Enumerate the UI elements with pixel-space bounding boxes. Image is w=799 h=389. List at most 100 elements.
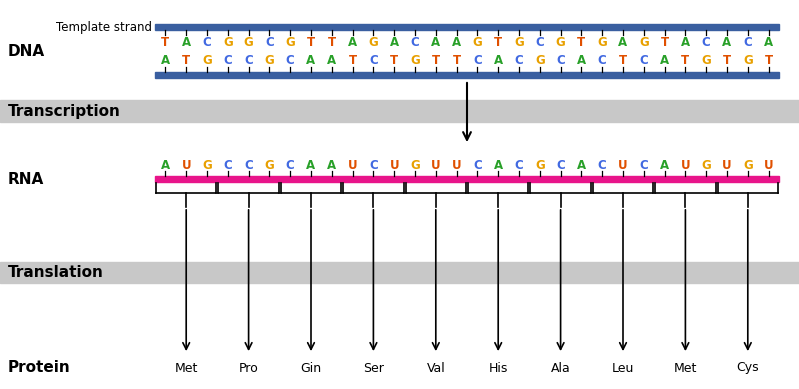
Text: A: A: [431, 35, 440, 49]
Text: T: T: [682, 54, 690, 67]
Text: C: C: [224, 54, 233, 67]
Text: C: C: [743, 35, 752, 49]
Text: A: A: [328, 54, 336, 67]
Text: Ser: Ser: [363, 361, 384, 375]
Text: Cys: Cys: [737, 361, 759, 375]
Text: A: A: [618, 35, 627, 49]
Text: C: C: [369, 54, 378, 67]
Text: A: A: [348, 35, 357, 49]
Text: C: C: [535, 35, 544, 49]
Text: A: A: [660, 54, 670, 67]
Text: T: T: [578, 35, 586, 49]
Text: C: C: [515, 158, 523, 172]
Text: C: C: [702, 35, 710, 49]
Text: G: G: [535, 158, 545, 172]
Text: A: A: [681, 35, 690, 49]
Text: C: C: [556, 158, 565, 172]
Text: A: A: [161, 54, 170, 67]
Text: A: A: [390, 35, 399, 49]
Text: Val: Val: [427, 361, 445, 375]
Text: C: C: [244, 158, 253, 172]
Text: G: G: [598, 35, 607, 49]
Text: C: C: [598, 54, 606, 67]
Text: T: T: [390, 54, 398, 67]
Text: G: G: [535, 54, 545, 67]
Text: C: C: [411, 35, 419, 49]
Text: T: T: [182, 54, 190, 67]
Text: T: T: [307, 35, 315, 49]
Text: G: G: [743, 54, 753, 67]
Text: RNA: RNA: [8, 172, 44, 186]
Text: U: U: [722, 158, 732, 172]
Text: T: T: [619, 54, 627, 67]
Text: C: C: [556, 54, 565, 67]
Text: T: T: [328, 35, 336, 49]
Bar: [0, 262, 799, 283]
Text: Template strand: Template strand: [56, 21, 152, 33]
Text: C: C: [203, 35, 212, 49]
Text: Translation: Translation: [8, 265, 104, 280]
Text: T: T: [494, 35, 503, 49]
Text: A: A: [307, 54, 316, 67]
Text: Met: Met: [174, 361, 198, 375]
Text: A: A: [577, 54, 586, 67]
Text: T: T: [723, 54, 731, 67]
Text: C: C: [369, 158, 378, 172]
Text: G: G: [223, 35, 233, 49]
Text: Protein: Protein: [8, 361, 71, 375]
Text: C: C: [286, 54, 295, 67]
Text: Met: Met: [674, 361, 697, 375]
Text: C: C: [473, 54, 482, 67]
Text: U: U: [764, 158, 773, 172]
Text: A: A: [722, 35, 732, 49]
Text: G: G: [743, 158, 753, 172]
Text: C: C: [473, 158, 482, 172]
Text: U: U: [348, 158, 357, 172]
Text: A: A: [494, 158, 503, 172]
Text: A: A: [307, 158, 316, 172]
Text: T: T: [431, 54, 440, 67]
Bar: [155, 72, 779, 78]
Text: A: A: [660, 158, 670, 172]
Text: G: G: [702, 158, 711, 172]
Bar: [0, 100, 799, 122]
Text: G: G: [702, 54, 711, 67]
Text: G: G: [264, 158, 274, 172]
Text: U: U: [431, 158, 440, 172]
Text: U: U: [181, 158, 191, 172]
Text: Leu: Leu: [612, 361, 634, 375]
Text: G: G: [410, 158, 420, 172]
Text: Pro: Pro: [239, 361, 258, 375]
Text: G: G: [244, 35, 253, 49]
Text: U: U: [451, 158, 461, 172]
Text: U: U: [681, 158, 690, 172]
Text: T: T: [452, 54, 461, 67]
Text: A: A: [161, 158, 170, 172]
Text: G: G: [410, 54, 420, 67]
Text: C: C: [286, 158, 295, 172]
Text: G: G: [472, 35, 483, 49]
Text: C: C: [515, 54, 523, 67]
Text: C: C: [639, 158, 648, 172]
Text: C: C: [265, 35, 274, 49]
Text: T: T: [161, 35, 169, 49]
Text: G: G: [639, 35, 649, 49]
Text: T: T: [348, 54, 356, 67]
Text: G: G: [514, 35, 524, 49]
Text: Gin: Gin: [300, 361, 321, 375]
Text: G: G: [202, 158, 212, 172]
Text: U: U: [389, 158, 399, 172]
Text: U: U: [618, 158, 628, 172]
Text: Transcription: Transcription: [8, 103, 121, 119]
Text: C: C: [224, 158, 233, 172]
Text: A: A: [577, 158, 586, 172]
Text: T: T: [765, 54, 773, 67]
Text: DNA: DNA: [8, 44, 45, 58]
Text: A: A: [328, 158, 336, 172]
Text: T: T: [661, 35, 669, 49]
Text: A: A: [452, 35, 461, 49]
Text: C: C: [244, 54, 253, 67]
Bar: [155, 176, 779, 182]
Text: G: G: [264, 54, 274, 67]
Bar: [155, 24, 779, 30]
